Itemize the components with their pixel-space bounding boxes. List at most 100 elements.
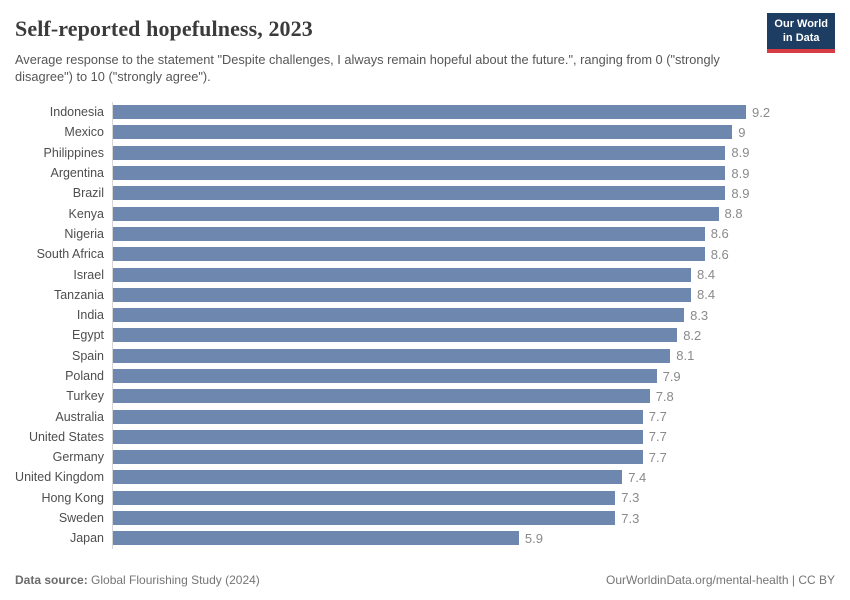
bar[interactable]	[113, 369, 657, 383]
country-label: Israel	[73, 267, 104, 282]
bar-row: Spain 8.1	[15, 345, 835, 366]
bar[interactable]	[113, 226, 705, 241]
bar-track: 8.6	[112, 244, 835, 265]
bar-value-label: 5.9	[524, 530, 543, 546]
bar-row: Nigeria 8.6	[15, 223, 835, 245]
bar-row: India 8.3	[15, 304, 835, 326]
bar-chart: Indonesia 9.2 Mexico 9 Philippines 8.9 Argenti…	[0, 102, 850, 549]
bar-row: Japan 5.9	[15, 528, 835, 549]
bar-value-label: 8.2	[683, 327, 702, 343]
bar-track: 7.3	[112, 507, 835, 529]
bar[interactable]	[113, 206, 719, 221]
bar-track: 7.7	[112, 447, 835, 468]
bar-row: Germany 7.7	[15, 447, 835, 468]
bar-value-label: 7.3	[621, 510, 640, 526]
bar[interactable]	[113, 125, 733, 140]
country-label: India	[76, 308, 104, 323]
country-label: Argentina	[50, 166, 104, 181]
bar-row: South Africa 8.6	[15, 244, 835, 265]
bar-value-label: 7.3	[621, 490, 640, 506]
bar-row: Kenya 8.8	[15, 203, 835, 224]
bar-track: 8.9	[112, 142, 835, 163]
bar-track: 8.2	[112, 325, 835, 346]
bar-track: 7.4	[112, 467, 835, 488]
owid-logo[interactable]: Our World in Data	[767, 13, 835, 53]
bar-row: Sweden 7.3	[15, 507, 835, 529]
bar[interactable]	[113, 409, 643, 424]
bar[interactable]	[113, 470, 623, 485]
bar-track: 8.3	[112, 304, 835, 326]
bar-row: Poland 7.9	[15, 365, 835, 387]
country-label: Kenya	[68, 206, 104, 221]
country-label: Nigeria	[64, 226, 104, 241]
data-source-text: Global Flourishing Study (2024)	[87, 573, 260, 587]
bar[interactable]	[113, 287, 691, 302]
data-source: Data source: Global Flourishing Study (2…	[15, 573, 260, 587]
bar-value-label: 8.6	[710, 246, 729, 262]
bar-track: 7.3	[112, 487, 835, 508]
bar-value-label: 7.7	[648, 429, 667, 445]
bar-row: Indonesia 9.2	[15, 102, 835, 123]
bar[interactable]	[113, 389, 650, 404]
country-label: Indonesia	[49, 105, 104, 120]
bar-track: 7.7	[112, 406, 835, 427]
bar-value-label: 7.7	[648, 449, 667, 465]
bar-value-label: 8.6	[710, 226, 729, 242]
bar-track: 8.8	[112, 203, 835, 224]
bar-value-label: 8.4	[697, 287, 716, 303]
bar-track: 9.2	[112, 102, 835, 123]
bar-value-label: 9	[738, 124, 746, 140]
bar-row: Argentina 8.9	[15, 162, 835, 184]
bar-value-label: 8.1	[676, 348, 695, 364]
bar-row: Brazil 8.9	[15, 183, 835, 204]
country-label: South Africa	[36, 247, 104, 262]
country-label: Turkey	[66, 389, 104, 404]
bar-track: 7.9	[112, 365, 835, 387]
bar[interactable]	[113, 308, 685, 323]
bar[interactable]	[113, 145, 726, 160]
chart-footer: Data source: Global Flourishing Study (2…	[15, 573, 835, 587]
bar[interactable]	[113, 105, 746, 120]
bar-track: 8.4	[112, 284, 835, 305]
country-label: Mexico	[64, 125, 104, 140]
bar[interactable]	[113, 247, 705, 262]
chart-header: Self-reported hopefulness, 2023 Average …	[0, 0, 850, 85]
country-label: Philippines	[43, 145, 104, 160]
bar[interactable]	[113, 166, 726, 181]
country-label: Japan	[69, 531, 104, 546]
country-label: United States	[28, 429, 104, 444]
bar[interactable]	[113, 186, 726, 201]
bar[interactable]	[113, 429, 643, 444]
country-label: Sweden	[58, 511, 104, 526]
bar-row: United States 7.7	[15, 426, 835, 448]
bar[interactable]	[113, 450, 643, 465]
owid-logo-line1: Our World	[774, 18, 828, 30]
bar-value-label: 7.9	[662, 368, 681, 384]
bar[interactable]	[113, 511, 616, 526]
bar-row: United Kingdom 7.4	[15, 467, 835, 488]
bar[interactable]	[113, 490, 616, 505]
bar-value-label: 7.7	[648, 409, 667, 425]
bar[interactable]	[113, 267, 691, 282]
country-label: United Kingdom	[15, 470, 104, 485]
bar[interactable]	[113, 328, 678, 343]
bar-value-label: 7.4	[628, 469, 647, 485]
country-label: Australia	[55, 409, 104, 424]
bar[interactable]	[113, 348, 671, 363]
bar-value-label: 7.8	[655, 388, 674, 404]
credit-line: OurWorldinData.org/mental-health | CC BY	[606, 573, 835, 587]
chart-subtitle: Average response to the statement "Despi…	[15, 52, 720, 84]
bar-track: 9	[112, 122, 835, 143]
data-source-label: Data source:	[15, 573, 88, 587]
bar-track: 8.4	[112, 264, 835, 285]
bar-row: Philippines 8.9	[15, 142, 835, 163]
bar[interactable]	[113, 531, 519, 546]
bar-row: Mexico 9	[15, 122, 835, 143]
bar-row: Egypt 8.2	[15, 325, 835, 346]
bar-track: 8.9	[112, 183, 835, 204]
country-label: Brazil	[72, 186, 104, 201]
bar-value-label: 8.9	[731, 165, 750, 181]
bar-track: 7.7	[112, 426, 835, 448]
bar-value-label: 8.3	[690, 307, 709, 323]
